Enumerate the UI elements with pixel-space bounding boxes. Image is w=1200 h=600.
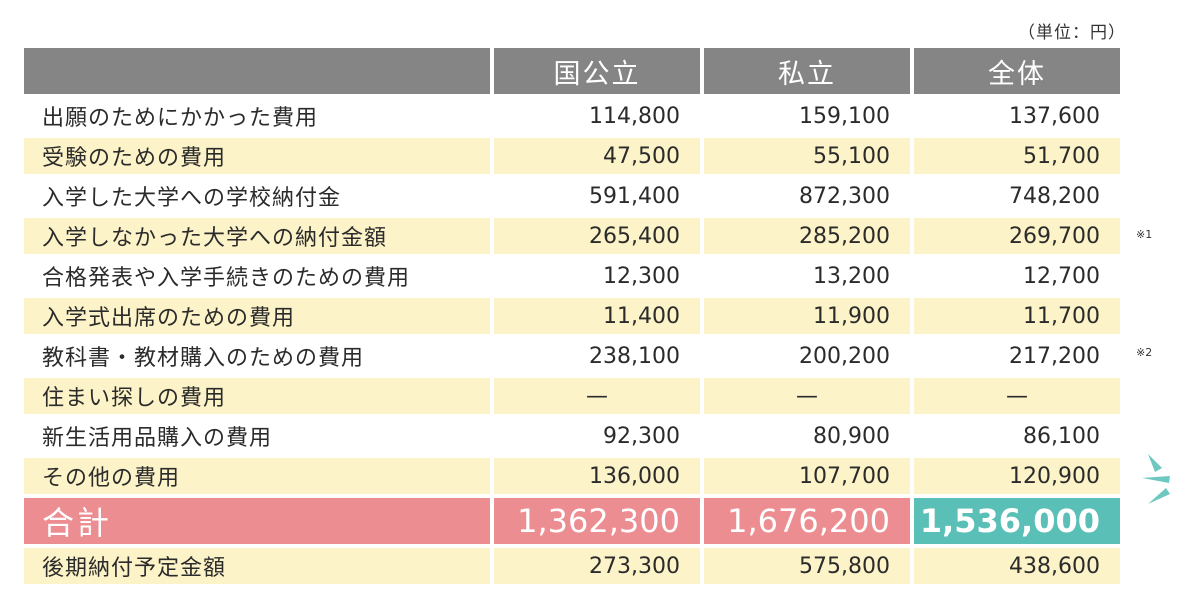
private-value: 13,200 [813, 263, 890, 289]
overall-value: 51,700 [914, 138, 1120, 174]
national-public-value: 11,400 [494, 298, 700, 334]
row-label: 新生活用品購入の費用 [42, 426, 273, 451]
table-row: 入学式出席のための費用 11,400 11,900 11,700 [24, 298, 1120, 334]
row-label: 入学しなかった大学への納付金額 [24, 218, 490, 254]
overall-value: 12,700 [1023, 263, 1100, 289]
footnote-marker-2: ※2 [1136, 346, 1153, 359]
private-value: 872,300 [799, 183, 890, 209]
total-private: 1,676,200 [704, 498, 910, 544]
sparkle-lines-icon [1142, 454, 1170, 504]
header-national-public: 国公立 [494, 48, 700, 94]
private-value: 159,100 [799, 103, 890, 129]
overall-value: 137,600 [1009, 103, 1100, 129]
national-public-value: 12,300 [603, 263, 680, 289]
private-value: — [704, 378, 910, 414]
table-row: 合格発表や入学手続きのための費用 12,300 13,200 12,700 [24, 258, 1120, 294]
row-label: その他の費用 [24, 458, 490, 494]
national-public-value: 238,100 [589, 343, 680, 369]
table-row: 住まい探しの費用 — — — [24, 378, 1120, 414]
table-header-row: 国公立 私立 全体 [24, 48, 1120, 94]
private-value: 80,900 [813, 423, 890, 449]
cost-table: 国公立 私立 全体 出願のためにかかった費用 114,800 159,100 1… [20, 44, 1124, 588]
row-label: 受験のための費用 [24, 138, 490, 174]
table-row: 入学しなかった大学への納付金額 265,400 285,200 269,700 [24, 218, 1120, 254]
table-row: 受験のための費用 47,500 55,100 51,700 [24, 138, 1120, 174]
row-label: 入学した大学への学校納付金 [42, 186, 342, 211]
total-label: 合計 [24, 498, 490, 544]
table-row: 入学した大学への学校納付金 591,400 872,300 748,200 [24, 178, 1120, 214]
overall-value: — [914, 378, 1120, 414]
row-label: 教科書・教材購入のための費用 [42, 346, 365, 371]
overall-value: 11,700 [914, 298, 1120, 334]
unit-label: （単位：円） [1018, 23, 1126, 43]
private-value: 285,200 [704, 218, 910, 254]
table-row: 後期納付予定金額 273,300 575,800 438,600 [24, 548, 1120, 584]
national-public-value: 136,000 [494, 458, 700, 494]
national-public-value: — [494, 378, 700, 414]
overall-value: 217,200 [1009, 343, 1100, 369]
table-row: その他の費用 136,000 107,700 120,900 [24, 458, 1120, 494]
table-row: 出願のためにかかった費用 114,800 159,100 137,600 [24, 98, 1120, 134]
total-row: 合計 1,362,300 1,676,200 1,536,000 [24, 498, 1120, 544]
private-value: 55,100 [704, 138, 910, 174]
private-value: 575,800 [704, 548, 910, 584]
footnote-marker-1: ※1 [1136, 228, 1153, 241]
overall-value: 269,700 [914, 218, 1120, 254]
row-label: 住まい探しの費用 [24, 378, 490, 414]
national-public-value: 265,400 [494, 218, 700, 254]
header-private: 私立 [704, 48, 910, 94]
private-value: 11,900 [704, 298, 910, 334]
overall-value: 438,600 [914, 548, 1120, 584]
overall-value: 748,200 [1009, 183, 1100, 209]
total-overall: 1,536,000 [914, 498, 1120, 544]
national-public-value: 273,300 [494, 548, 700, 584]
header-empty-cell [24, 48, 490, 94]
row-label: 後期納付予定金額 [24, 548, 490, 584]
row-label: 出願のためにかかった費用 [42, 106, 319, 131]
overall-value: 86,100 [1023, 423, 1100, 449]
national-public-value: 114,800 [589, 103, 680, 129]
national-public-value: 92,300 [603, 423, 680, 449]
table-row: 教科書・教材購入のための費用 238,100 200,200 217,200 [24, 338, 1120, 374]
overall-value: 120,900 [914, 458, 1120, 494]
national-public-value: 47,500 [494, 138, 700, 174]
total-national-public: 1,362,300 [494, 498, 700, 544]
row-label: 入学式出席のための費用 [24, 298, 490, 334]
row-label: 合格発表や入学手続きのための費用 [42, 266, 411, 291]
private-value: 200,200 [799, 343, 890, 369]
national-public-value: 591,400 [589, 183, 680, 209]
header-overall: 全体 [914, 48, 1120, 94]
private-value: 107,700 [704, 458, 910, 494]
table-row: 新生活用品購入の費用 92,300 80,900 86,100 [24, 418, 1120, 454]
